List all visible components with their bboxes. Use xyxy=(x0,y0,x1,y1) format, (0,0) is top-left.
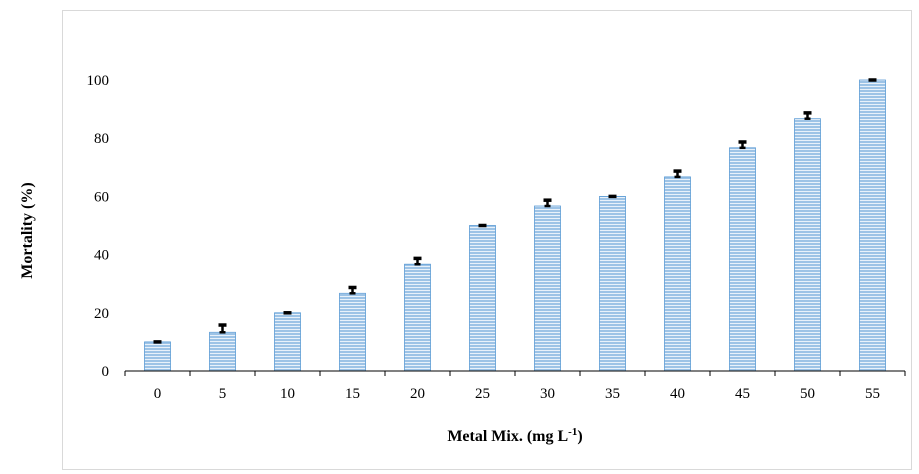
bar-20 xyxy=(404,263,431,372)
bar-0 xyxy=(144,341,171,372)
error-bar-50 xyxy=(803,111,812,120)
x-tick-label-10: 10 xyxy=(280,386,295,402)
bar-40 xyxy=(664,176,691,372)
y-axis-ticks: 0 20 40 60 80 100 xyxy=(87,73,110,380)
x-axis-title-suffix: ) xyxy=(577,428,582,445)
x-axis-ticks: 0 5 10 15 20 25 30 35 40 45 50 55 xyxy=(124,371,906,402)
x-tick-label-30: 30 xyxy=(540,386,555,402)
bar-5 xyxy=(209,331,236,372)
error-bars xyxy=(153,78,877,344)
x-tick-label-55: 55 xyxy=(865,386,880,402)
bar-55 xyxy=(859,79,886,372)
x-tick-label-15: 15 xyxy=(345,386,360,402)
error-bar-20 xyxy=(413,256,422,266)
bar-25 xyxy=(469,225,496,372)
error-bar-15 xyxy=(348,285,357,295)
x-tick-label-20: 20 xyxy=(410,386,425,402)
x-tick-label-5: 5 xyxy=(219,386,227,402)
x-tick-label-40: 40 xyxy=(670,386,685,402)
x-tick-label-35: 35 xyxy=(605,386,620,402)
error-bar-40 xyxy=(673,169,682,179)
bar-35 xyxy=(599,195,626,372)
x-tick-label-45: 45 xyxy=(735,386,750,402)
x-tick-label-25: 25 xyxy=(475,386,490,402)
bar-30 xyxy=(534,205,561,372)
x-axis-title: Metal Mix. (mg L-1) xyxy=(447,426,582,445)
bar-45 xyxy=(729,147,756,372)
error-bar-45 xyxy=(738,140,747,150)
y-tick-label: 80 xyxy=(94,131,109,147)
error-bar-5 xyxy=(218,323,227,334)
bar-10 xyxy=(274,312,301,372)
y-tick-label: 0 xyxy=(102,364,110,380)
x-axis-title-main: Metal Mix. (mg L xyxy=(447,428,568,445)
y-tick-label: 100 xyxy=(87,73,110,89)
y-tick-label: 60 xyxy=(94,189,109,205)
bars xyxy=(144,79,886,372)
x-axis-title-superscript: -1 xyxy=(568,426,577,438)
y-tick-label: 40 xyxy=(94,248,109,264)
error-bar-30 xyxy=(543,198,552,208)
x-tick-label-50: 50 xyxy=(800,386,815,402)
y-tick-label: 20 xyxy=(94,306,109,322)
bar-50 xyxy=(794,118,821,372)
bar-15 xyxy=(339,292,366,372)
x-tick-label-0: 0 xyxy=(154,386,162,402)
y-axis-title: Mortality (%) xyxy=(19,182,36,278)
